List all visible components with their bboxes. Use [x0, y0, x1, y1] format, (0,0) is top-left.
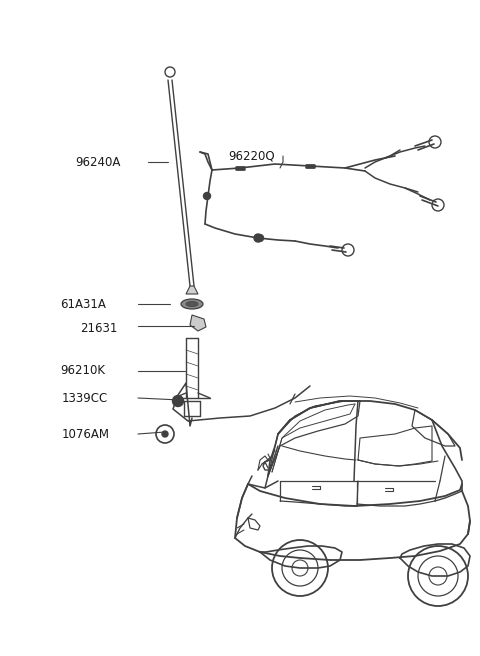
Text: 61A31A: 61A31A	[60, 298, 106, 310]
Text: 96220Q: 96220Q	[228, 150, 275, 163]
Polygon shape	[186, 286, 198, 294]
Text: 96240A: 96240A	[75, 155, 120, 169]
Text: 21631: 21631	[80, 321, 118, 335]
Circle shape	[254, 234, 262, 242]
Ellipse shape	[186, 302, 198, 306]
Text: 1076AM: 1076AM	[62, 428, 110, 440]
Circle shape	[172, 396, 183, 407]
Circle shape	[162, 431, 168, 437]
Circle shape	[256, 234, 264, 241]
Circle shape	[204, 192, 211, 199]
Polygon shape	[190, 315, 206, 331]
Ellipse shape	[181, 299, 203, 309]
Text: 96210K: 96210K	[60, 365, 105, 377]
Text: 1339CC: 1339CC	[62, 392, 108, 405]
